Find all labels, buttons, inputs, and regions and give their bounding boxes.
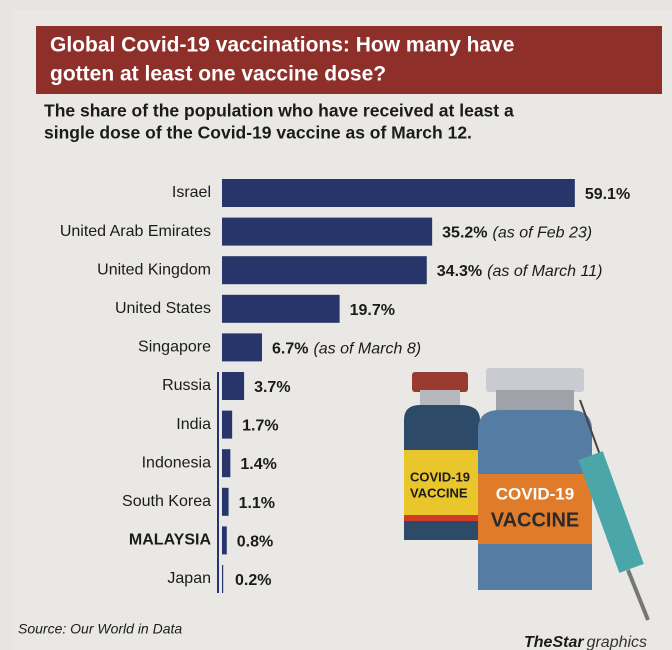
category-label: South Korea bbox=[122, 493, 211, 510]
subtitle-line: The share of the population who have rec… bbox=[44, 101, 514, 121]
syringe bbox=[578, 399, 650, 621]
bar bbox=[222, 217, 433, 246]
value-label: 1.4% bbox=[240, 456, 276, 473]
value-number: 0.2% bbox=[235, 572, 271, 589]
back-cap bbox=[412, 372, 468, 392]
plunger bbox=[626, 569, 650, 621]
value-label: 6.7% (as of March 8) bbox=[272, 341, 421, 358]
back-bottle bbox=[404, 372, 480, 540]
value-label: 59.1% bbox=[585, 186, 630, 203]
back-label bbox=[404, 450, 480, 520]
value-number: 6.7% bbox=[272, 341, 308, 358]
value-label: 35.2% (as of Feb 23) bbox=[442, 225, 592, 242]
value-label: 0.2% bbox=[235, 572, 271, 589]
value-note: (as of Feb 23) bbox=[493, 225, 593, 242]
credit-brand: TheStar bbox=[524, 634, 584, 650]
category-label: MALAYSIA bbox=[129, 532, 212, 549]
category-label: United States bbox=[115, 300, 211, 317]
value-label: 1.7% bbox=[242, 418, 278, 435]
front-neck bbox=[496, 390, 574, 412]
bar bbox=[222, 256, 427, 285]
back-label-text: COVID-19 bbox=[410, 469, 470, 484]
barrel bbox=[578, 451, 644, 573]
bar bbox=[222, 487, 229, 516]
title-banner bbox=[36, 26, 662, 94]
title-line: Global Covid-19 vaccinations: How many h… bbox=[50, 34, 514, 57]
bar bbox=[222, 372, 245, 400]
front-label-text: VACCINE bbox=[491, 509, 580, 531]
category-label: India bbox=[176, 416, 211, 433]
value-number: 35.2% bbox=[442, 225, 487, 242]
category-label: Japan bbox=[167, 570, 211, 587]
category-label: Indonesia bbox=[142, 454, 211, 471]
category-label: Singapore bbox=[138, 339, 211, 356]
bar bbox=[222, 410, 233, 439]
value-number: 3.7% bbox=[254, 379, 290, 396]
category-label: United Kingdom bbox=[97, 261, 211, 278]
back-label-text: VACCINE bbox=[410, 485, 468, 500]
bar bbox=[222, 333, 262, 362]
value-label: 3.7% bbox=[254, 379, 290, 396]
front-label-text: COVID-19 bbox=[496, 484, 574, 503]
back-neck bbox=[420, 390, 460, 408]
value-note: (as of March 11) bbox=[487, 263, 602, 280]
value-label: 19.7% bbox=[350, 302, 395, 319]
value-number: 34.3% bbox=[437, 263, 482, 280]
category-label: Russia bbox=[162, 377, 211, 394]
front-label bbox=[478, 474, 592, 544]
category-label: Israel bbox=[172, 184, 211, 201]
bar bbox=[222, 526, 227, 555]
titles: Global Covid-19 vaccinations: How many h… bbox=[44, 34, 514, 143]
back-stripe bbox=[404, 515, 480, 521]
value-number: 1.7% bbox=[242, 418, 278, 435]
needle bbox=[579, 399, 601, 456]
bar bbox=[222, 449, 231, 478]
front-cap bbox=[486, 368, 584, 392]
bar bbox=[222, 294, 340, 323]
bar bbox=[222, 565, 224, 593]
source: Source: Our World in Data bbox=[18, 621, 182, 637]
value-label: 1.1% bbox=[239, 495, 275, 512]
value-label: 34.3% (as of March 11) bbox=[437, 263, 603, 280]
value-label: 0.8% bbox=[237, 534, 273, 551]
bar bbox=[222, 179, 575, 207]
value-number: 59.1% bbox=[585, 186, 630, 203]
value-number: 1.4% bbox=[240, 456, 276, 473]
value-number: 19.7% bbox=[350, 302, 395, 319]
value-note: (as of March 8) bbox=[313, 341, 421, 358]
front-bottle bbox=[478, 368, 592, 590]
value-number: 1.1% bbox=[239, 495, 275, 512]
credit-suffix: graphics bbox=[587, 634, 647, 650]
value-number: 0.8% bbox=[237, 534, 273, 551]
subtitle-line: single dose of the Covid-19 vaccine as o… bbox=[44, 123, 472, 143]
credit: TheStar graphics bbox=[524, 634, 647, 650]
title-line: gotten at least one vaccine dose? bbox=[50, 63, 386, 86]
category-label: United Arab Emirates bbox=[60, 223, 211, 240]
